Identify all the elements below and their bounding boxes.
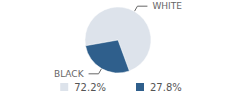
svg-text:WHITE: WHITE [152, 1, 182, 11]
svg-text:27.8%: 27.8% [150, 82, 182, 93]
svg-text:72.2%: 72.2% [74, 82, 106, 93]
svg-text:BLACK: BLACK [54, 69, 85, 79]
